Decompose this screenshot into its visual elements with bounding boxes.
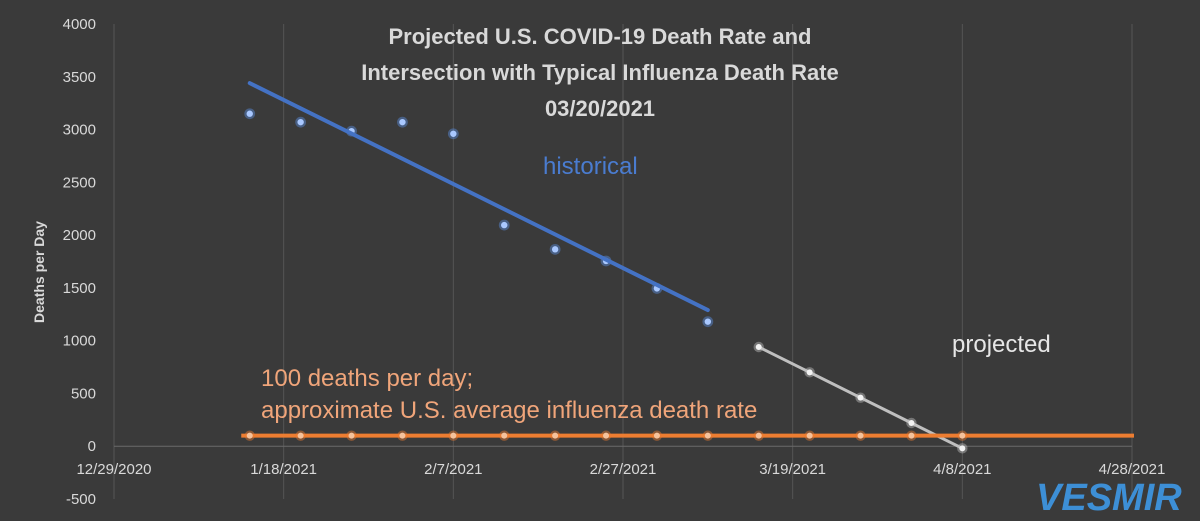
annotation-flu-line-2: approximate U.S. average influenza death… <box>261 397 757 424</box>
chart-title: Projected U.S. COVID-19 Death Rate and I… <box>361 24 839 121</box>
series-layer <box>241 81 1134 454</box>
data-point-influenza-12 <box>857 432 864 439</box>
x-tick-label-5: 4/8/2021 <box>933 461 991 478</box>
vesmir-logo: VESMIR <box>1036 477 1182 519</box>
data-point-influenza-9 <box>704 432 711 439</box>
series-influenza <box>241 430 1134 441</box>
data-point-influenza-3 <box>399 432 406 439</box>
annotation-projected: projected <box>952 331 1051 358</box>
data-point-influenza-8 <box>653 432 660 439</box>
x-tick-label-3: 2/27/2021 <box>590 461 657 478</box>
y-axis-label: Deaths per Day <box>31 221 47 323</box>
data-point-projected-4 <box>959 445 966 452</box>
data-point-historical-9 <box>704 318 712 325</box>
data-point-historical-6 <box>551 246 559 253</box>
chart-title-line-1: Projected U.S. COVID-19 Death Rate and <box>389 24 812 49</box>
x-tick-label-6: 4/28/2021 <box>1099 461 1166 478</box>
y-tick-label-8: 3500 <box>63 69 96 86</box>
y-tick-labels: -500 0 500 1000 1500 2000 2500 3000 3500 4000 <box>63 16 96 508</box>
annotation-flu-line-1: 100 deaths per day; <box>261 365 473 392</box>
y-tick-label-9: 4000 <box>63 16 96 33</box>
x-tick-label-4: 3/19/2021 <box>759 461 826 478</box>
data-point-historical-5 <box>501 221 508 229</box>
data-point-influenza-4 <box>450 432 457 439</box>
x-tick-labels: 12/29/2020 1/18/2021 2/7/2021 2/27/2021 3/19… <box>76 461 1165 478</box>
annotation-historical: historical <box>543 153 638 180</box>
series-historical-trend <box>247 81 710 313</box>
y-tick-label-6: 2500 <box>63 174 96 191</box>
series-projected <box>753 341 968 454</box>
data-point-historical-4 <box>450 130 457 137</box>
y-tick-label-1: 0 <box>88 438 96 455</box>
x-tick-label-2: 2/7/2021 <box>424 461 482 478</box>
data-point-influenza-5 <box>501 432 508 439</box>
data-point-influenza-0 <box>246 432 253 439</box>
y-tick-label-2: 500 <box>71 385 96 402</box>
data-point-projected-0 <box>755 344 762 350</box>
data-point-influenza-13 <box>908 432 915 439</box>
data-point-historical-3 <box>399 118 406 126</box>
data-point-projected-3 <box>908 420 915 426</box>
series-historical <box>244 108 714 328</box>
data-point-influenza-14 <box>959 432 966 439</box>
y-tick-label-5: 2000 <box>63 227 96 244</box>
data-point-influenza-7 <box>603 432 610 439</box>
data-point-historical-1 <box>297 118 304 126</box>
x-tick-label-1: 1/18/2021 <box>250 461 317 478</box>
y-tick-label-4: 1500 <box>63 280 96 297</box>
series-line-historical-trend <box>247 81 710 313</box>
data-point-influenza-6 <box>552 432 559 439</box>
y-tick-label-7: 3000 <box>63 122 96 139</box>
data-point-historical-0 <box>246 110 253 117</box>
data-point-influenza-11 <box>806 432 813 439</box>
data-point-influenza-10 <box>755 432 762 439</box>
chart-title-line-3: 03/20/2021 <box>545 96 655 121</box>
y-tick-label-3: 1000 <box>63 333 96 350</box>
y-tick-label-0: -500 <box>66 491 96 508</box>
x-tick-label-0: 12/29/2020 <box>76 461 151 478</box>
data-point-projected-1 <box>806 369 813 376</box>
chart-title-line-2: Intersection with Typical Influenza Deat… <box>361 60 839 85</box>
data-point-influenza-2 <box>348 432 355 439</box>
data-point-projected-2 <box>857 394 864 401</box>
data-point-influenza-1 <box>297 432 304 439</box>
